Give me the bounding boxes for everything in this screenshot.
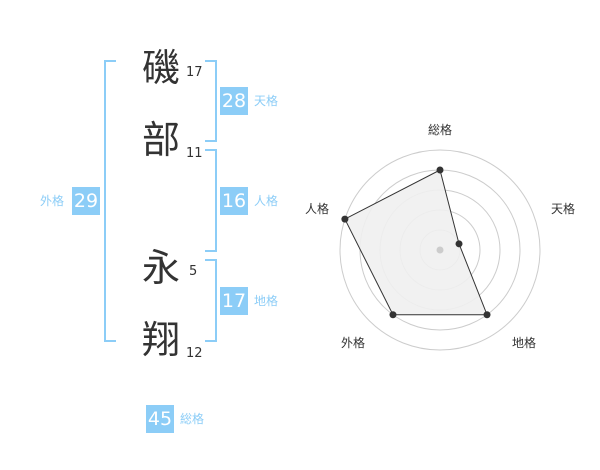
- stroke-count-4: 12: [186, 346, 203, 361]
- stroke-count-3: 5: [189, 264, 198, 279]
- name-char-1: 磯: [141, 46, 180, 90]
- axis-label-chikaku: 地格: [512, 335, 536, 350]
- radar-center: [436, 246, 444, 254]
- radar-point: [483, 311, 491, 319]
- radar-chart: 総格 天格 地格 外格 人格: [305, 122, 575, 351]
- axis-label-gaikaku: 外格: [341, 335, 365, 350]
- stroke-count-2: 11: [186, 146, 203, 161]
- axis-label-soukaku: 総格: [428, 122, 452, 137]
- radar-point: [389, 311, 397, 319]
- soukaku-value: 45: [146, 405, 174, 433]
- soukaku-label: 総格: [180, 412, 205, 426]
- tenkaku-label: 天格: [254, 94, 279, 108]
- chikaku-value: 17: [220, 287, 248, 315]
- name-char-2: 部: [141, 118, 180, 162]
- gaikaku-label: 外格: [40, 194, 65, 208]
- jinkaku-value: 16: [220, 187, 248, 215]
- radar-ring: [339, 149, 541, 351]
- stroke-count-1: 17: [186, 65, 203, 80]
- chikaku-label: 地格: [254, 294, 279, 308]
- gaikaku-bracket: [104, 60, 116, 342]
- tenkaku-bracket: [205, 60, 217, 142]
- radar-area: [344, 169, 488, 316]
- chikaku-bracket: [205, 259, 217, 342]
- tenkaku-value: 28: [220, 87, 248, 115]
- radar-point: [455, 240, 463, 248]
- name-char-3: 永: [141, 246, 180, 290]
- jinkaku-label: 人格: [254, 194, 279, 208]
- gaikaku-value: 29: [72, 187, 100, 215]
- name-char-4: 翔: [141, 318, 180, 362]
- radar-point: [436, 166, 444, 174]
- radar-point: [341, 215, 349, 223]
- axis-label-jinkaku: 人格: [305, 201, 329, 216]
- jinkaku-bracket: [205, 149, 217, 252]
- axis-label-tenkaku: 天格: [551, 201, 575, 216]
